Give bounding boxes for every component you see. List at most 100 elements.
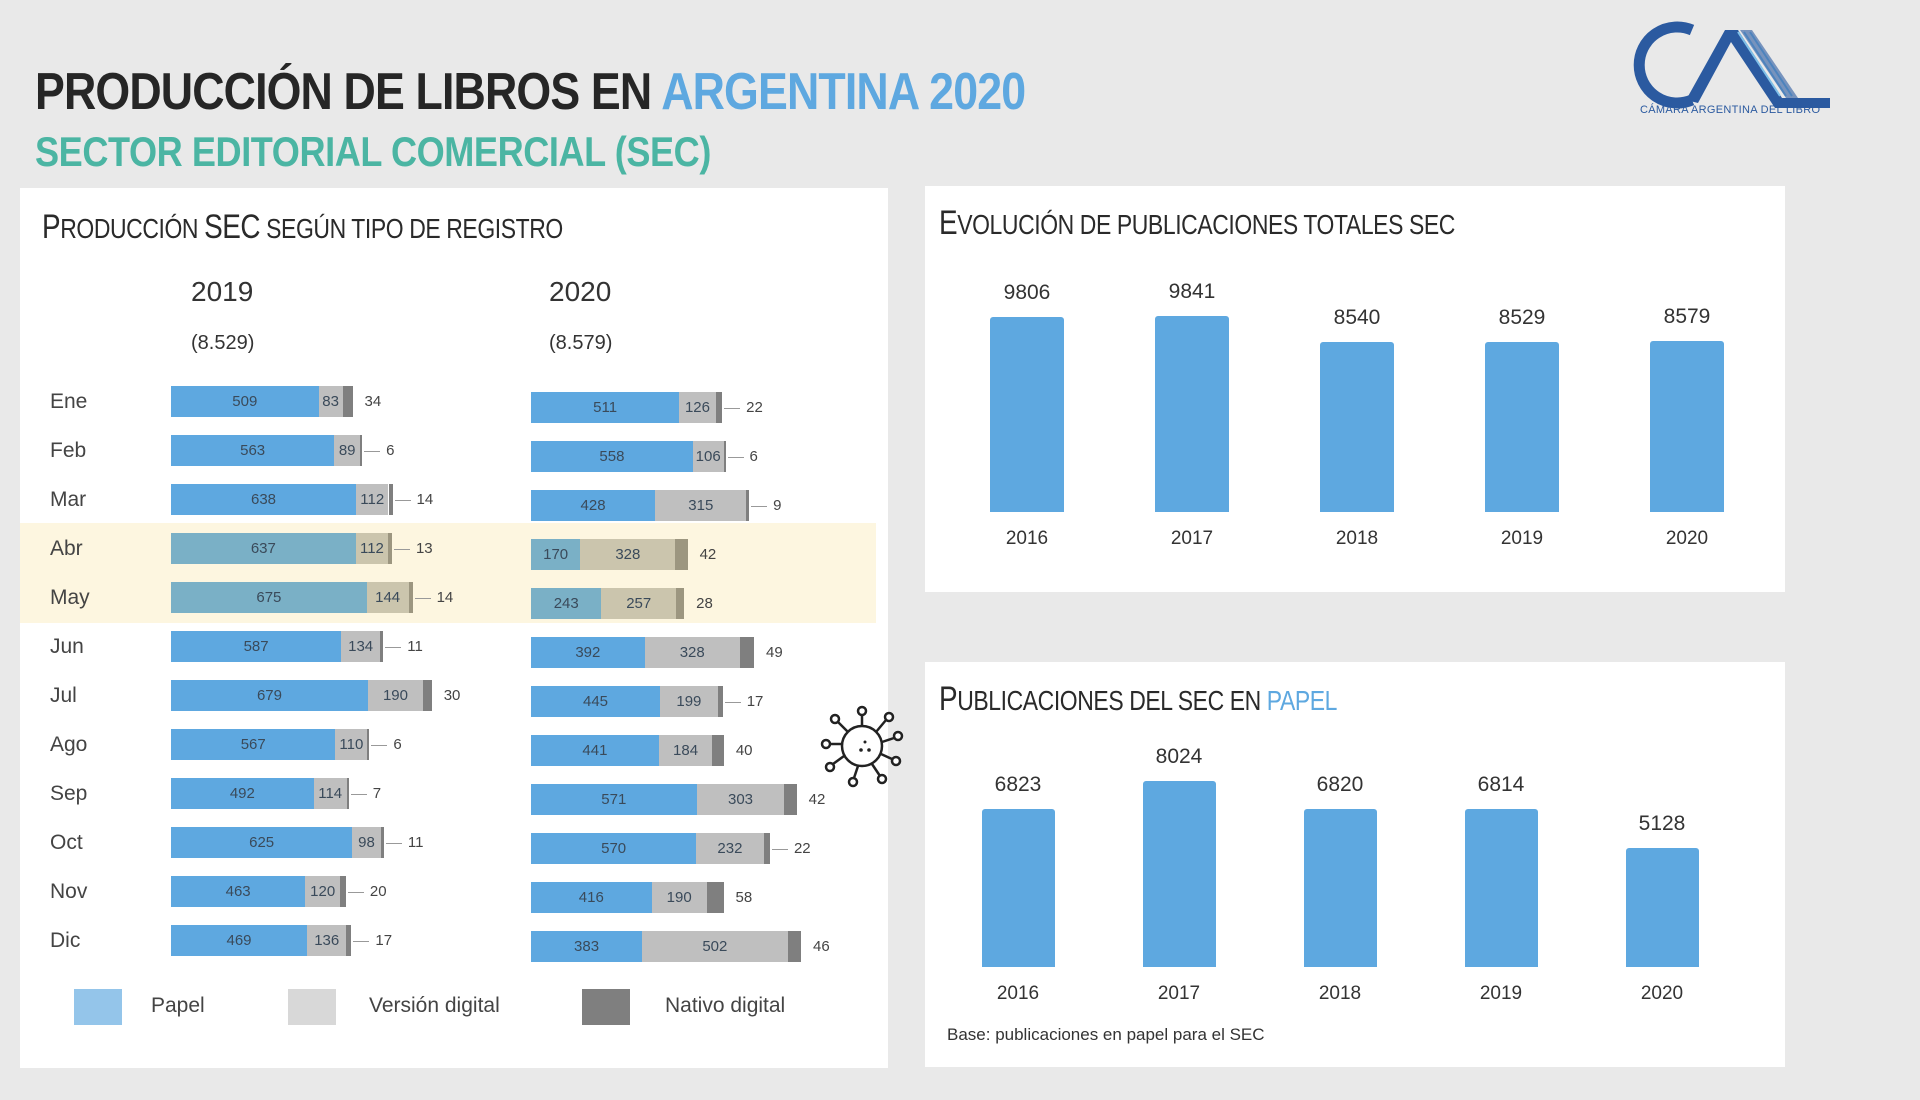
nativo-digital-value-label: 11 <box>407 638 423 655</box>
bar-2017 <box>1142 781 1216 967</box>
nativo-digital-value-label: 6 <box>749 448 758 465</box>
bar-segment-papel-2019: 492 <box>171 778 314 809</box>
bar-segment-nativo-digital-2019 <box>360 435 363 466</box>
bar-value-label: 9806 <box>1003 280 1051 304</box>
bar-segment-nativo-digital-2019 <box>388 533 392 564</box>
chart-note: Base: publicaciones en papel para el SEC <box>947 1025 1265 1044</box>
bar-segment-version-digital-2019: 112 <box>355 533 389 564</box>
bar-segment-nativo-digital-2019 <box>340 876 346 907</box>
bar-segment-nativo-digital-2019 <box>346 925 352 956</box>
bar-segment-nativo-digital-2019 <box>342 386 353 417</box>
title-main: PRODUCCIÓN DE LIBROS EN <box>35 63 662 121</box>
x-tick-label: 2019 <box>1479 983 1523 1004</box>
bar-segment-nativo-digital-2020 <box>739 637 754 668</box>
bar-segment-papel-2020: 428 <box>531 490 656 521</box>
leader-line <box>771 849 788 850</box>
nativo-digital-value-label: 20 <box>369 883 387 900</box>
bar-value-label: 8579 <box>1663 305 1711 329</box>
bar-segment-papel-2019: 625 <box>171 827 353 858</box>
year-total-2020: (8.579) <box>549 332 613 354</box>
month-label: Ene <box>50 390 88 413</box>
bar-segment-version-digital-2019: 144 <box>366 582 409 613</box>
leader-line <box>727 457 744 458</box>
x-tick-label: 2018 <box>1318 983 1362 1004</box>
bar-value-label: 8024 <box>1155 745 1203 768</box>
month-label: Mar <box>50 488 87 511</box>
bar-segment-papel-2019: 587 <box>171 631 342 662</box>
bar-segment-papel-2019: 637 <box>171 533 356 564</box>
bar-value-label: 6820 <box>1316 772 1364 796</box>
leader-line <box>350 794 367 795</box>
bar-segment-nativo-digital-2020 <box>675 539 688 570</box>
bar-segment-papel-2020: 445 <box>531 686 661 717</box>
bar-segment-nativo-digital-2020 <box>715 392 723 423</box>
month-label: Sep <box>50 782 88 805</box>
bar-segment-version-digital-2019: 190 <box>367 680 423 711</box>
bar-segment-nativo-digital-2020 <box>784 784 797 815</box>
nativo-digital-value-label: 11 <box>407 834 424 851</box>
year-total-2019: (8.529) <box>191 332 255 354</box>
month-label: Feb <box>50 439 87 462</box>
nativo-digital-value-label: 30 <box>443 687 461 704</box>
month-label: Jul <box>50 684 77 707</box>
bar-segment-papel-2019: 675 <box>171 582 367 613</box>
month-label: Abr <box>50 537 83 560</box>
bar-segment-papel-2020: 570 <box>531 833 697 864</box>
legend-label-papel: Papel <box>151 994 205 1017</box>
bar-segment-version-digital-2019: 114 <box>313 778 347 809</box>
bar-segment-version-digital-2019: 136 <box>307 925 347 956</box>
bar-segment-version-digital-2019: 120 <box>305 876 341 907</box>
bar-segment-papel-2020: 416 <box>531 882 652 913</box>
panel-title: EVOLUCIÓN DE PUBLICACIONES TOTALES SEC <box>939 204 1455 242</box>
bar-2020 <box>1650 341 1724 512</box>
x-tick-label: 2017 <box>1170 528 1214 549</box>
bar-segment-papel-2019: 679 <box>171 680 368 711</box>
virus-icon <box>820 705 904 788</box>
bar-segment-version-digital-2020: 232 <box>696 833 764 864</box>
panel-publicaciones-papel: PUBLICACIONES DEL SEC EN PAPEL 6823 2016 8… <box>925 662 1785 1067</box>
bar-segment-version-digital-2020: 502 <box>642 931 788 962</box>
bar-segment-papel-2020: 392 <box>531 637 645 668</box>
panel-produccion-por-tipo: PRODUCCIÓN SEC SEGÚN TIPO DE REGISTRO 20… <box>20 188 904 1068</box>
month-label: May <box>50 586 90 609</box>
nativo-digital-value-label: 6 <box>393 736 402 753</box>
nativo-digital-value-label: 22 <box>793 840 811 857</box>
leader-line <box>414 598 431 599</box>
x-tick-label: 2016 <box>1005 528 1049 549</box>
leader-line <box>393 549 410 550</box>
panel-title: PRODUCCIÓN SEC SEGÚN TIPO DE REGISTRO <box>42 208 563 246</box>
x-tick-label: 2018 <box>1335 528 1379 549</box>
nativo-digital-value-label: 9 <box>773 497 782 514</box>
nativo-digital-value-label: 14 <box>416 491 434 508</box>
panel-title: PUBLICACIONES DEL SEC EN PAPEL <box>939 680 1338 718</box>
bar-value-label: 6814 <box>1477 773 1525 797</box>
bar-segment-papel-2020: 511 <box>531 392 680 423</box>
panel-evolucion-totales: EVOLUCIÓN DE PUBLICACIONES TOTALES SEC 9… <box>925 186 1785 592</box>
bar-segment-version-digital-2020: 126 <box>679 392 716 423</box>
bar-segment-version-digital-2019: 110 <box>335 729 368 760</box>
bar-segment-nativo-digital-2020 <box>763 833 770 864</box>
legend-swatch-version-digital <box>288 989 336 1025</box>
bar-segment-version-digital-2019: 112 <box>356 484 389 515</box>
month-label: Jun <box>50 635 84 658</box>
x-tick-label: 2017 <box>1157 983 1201 1004</box>
logo-caption: CÁMARA ARGENTINA DEL LIBRO <box>1640 104 1821 116</box>
legend-label-nativo-digital: Nativo digital <box>665 994 786 1017</box>
leader-line <box>751 506 768 507</box>
leader-line <box>385 647 402 648</box>
bar-segment-version-digital-2020: 257 <box>601 588 676 619</box>
bar-2016 <box>981 808 1055 967</box>
x-tick-label: 2020 <box>1640 983 1684 1004</box>
bar-segment-version-digital-2020: 190 <box>651 882 707 913</box>
bar-segment-nativo-digital-2020 <box>676 588 685 619</box>
bar-segment-papel-2020: 243 <box>531 588 602 619</box>
bar-segment-nativo-digital-2020 <box>706 882 724 913</box>
bar-segment-papel-2020: 558 <box>531 441 693 472</box>
month-label: Ago <box>50 733 88 756</box>
bar-2018 <box>1320 341 1394 512</box>
nativo-digital-value-label: 42 <box>699 546 717 563</box>
bar-segment-version-digital-2020: 315 <box>655 490 747 521</box>
leader-line <box>353 941 370 942</box>
bar-2020 <box>1625 848 1699 967</box>
nativo-digital-value-label: 17 <box>746 693 764 710</box>
